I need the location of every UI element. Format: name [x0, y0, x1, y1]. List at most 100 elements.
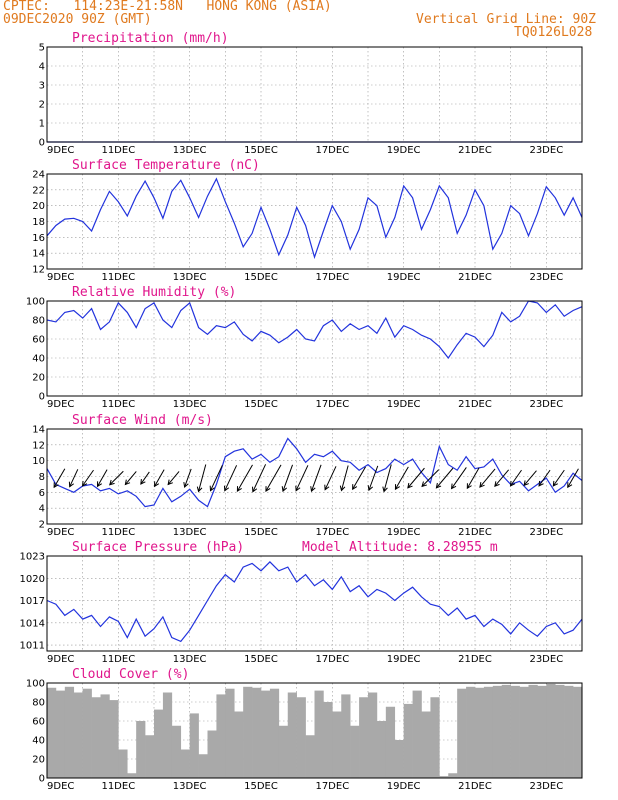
cloud-bar — [412, 690, 422, 778]
pressure-ytick-label: 1011 — [20, 641, 45, 652]
wind-arrowhead — [295, 485, 301, 492]
wind-arrowhead — [310, 486, 316, 493]
cloud-bar — [323, 702, 333, 778]
cloud-bar — [439, 776, 449, 778]
cloud-bar — [305, 735, 315, 778]
cloud-bar — [359, 697, 369, 778]
wind-vector — [324, 466, 337, 490]
wind-ytick-label: 14 — [32, 425, 45, 436]
cloud-bar — [287, 692, 297, 778]
rh-title: Relative Humidity (%) — [72, 285, 236, 300]
cloud-bar — [492, 685, 503, 778]
wind-arrowhead — [567, 482, 573, 489]
pressure-xtick-label: 15DEC — [244, 654, 278, 665]
cloud-bar — [368, 692, 378, 778]
cloud-bar — [269, 688, 280, 778]
cloud-bar — [225, 688, 235, 778]
pressure-series-line — [46, 561, 583, 643]
cloud-bar — [394, 740, 404, 778]
temp-xtick-label: 19DEC — [387, 272, 421, 283]
header-station: CPTEC: 114:23E-21:58N HONG KONG (ASIA) — [3, 0, 332, 14]
cloud-bar — [421, 711, 431, 778]
cloud-bar — [252, 687, 262, 778]
wind-ytick-label: 10 — [32, 456, 45, 467]
wind-vector — [97, 469, 108, 487]
wind-vector — [407, 467, 425, 489]
wind-arrowhead — [394, 484, 400, 491]
wind-vector — [494, 469, 510, 487]
wind-title: Surface Wind (m/s) — [72, 413, 213, 428]
wind-vector — [109, 470, 124, 486]
wind-xtick-label: 17DEC — [315, 527, 349, 538]
precip-title: Precipitation (mm/h) — [72, 31, 229, 46]
wind-arrowhead — [183, 482, 189, 489]
wind-vector — [53, 468, 66, 488]
cloud-xtick-label: 19DEC — [387, 781, 421, 792]
temp-xtick-label: 15DEC — [244, 272, 278, 283]
rh-xtick-label: 15DEC — [244, 399, 278, 410]
wind-vector — [368, 465, 379, 491]
cloud-bar — [207, 730, 217, 778]
precip-ytick-label: 0 — [39, 138, 45, 149]
wind-arrowhead — [154, 481, 160, 488]
wind-arrowhead — [53, 482, 59, 489]
cloud-bar — [154, 709, 164, 778]
temp-xtick-label: 21DEC — [458, 272, 492, 283]
wind-arrowhead — [223, 485, 230, 492]
wind-arrowhead — [81, 480, 88, 487]
cloud-bar — [162, 692, 173, 778]
wind-arrowhead — [236, 486, 242, 492]
wind-vector — [421, 469, 440, 487]
wind-arrowhead — [140, 479, 146, 485]
pressure-xtick-label: 19DEC — [387, 654, 421, 665]
wind-xtick-label: 15DEC — [244, 527, 278, 538]
precip-ytick-label: 4 — [39, 62, 45, 73]
pressure-xtick-label: 13DEC — [173, 654, 207, 665]
cloud-bar — [198, 754, 208, 778]
wind-vector — [451, 467, 467, 489]
wind-vector — [140, 471, 150, 485]
cloud-bar — [537, 685, 547, 778]
wind-vector — [395, 466, 409, 490]
wind-xtick-label: 13DEC — [173, 527, 207, 538]
cloud-bar — [91, 697, 101, 778]
cloud-xtick-label: 21DEC — [458, 781, 492, 792]
precip-ytick-label: 1 — [39, 119, 45, 130]
rh-xtick-label: 13DEC — [173, 399, 207, 410]
cloud-bar — [243, 686, 253, 778]
rh-xtick-label: 9DEC — [47, 399, 74, 410]
pressure-xtick-label: 9DEC — [47, 654, 74, 665]
precip-xtick-label: 13DEC — [173, 145, 207, 156]
cloud-bar — [448, 773, 458, 778]
cloud-bar — [171, 725, 182, 778]
cloud-bar — [100, 694, 110, 778]
wind-vector — [252, 464, 267, 492]
wind-arrowhead — [124, 479, 131, 486]
cloud-bar — [64, 686, 75, 778]
cloud-bar — [118, 749, 128, 778]
cloud-ytick-label: 80 — [32, 698, 45, 709]
cloud-bar — [528, 684, 538, 778]
wind-arrowhead — [265, 486, 271, 492]
cloud-bar — [403, 703, 413, 778]
wind-arrowhead — [538, 480, 544, 487]
wind-arrowhead — [466, 483, 472, 490]
wind-vector — [567, 468, 579, 488]
wind-arrowhead — [324, 484, 330, 491]
cloud-bar — [430, 697, 440, 778]
wind-vector — [311, 464, 322, 492]
wind-vector — [124, 471, 137, 485]
wind-xtick-label: 19DEC — [387, 527, 421, 538]
rh-xtick-label: 11DEC — [101, 399, 135, 410]
cloud-bar — [385, 706, 396, 778]
precip-xtick-label: 19DEC — [387, 145, 421, 156]
precip-xtick-label: 23DEC — [529, 145, 563, 156]
cloud-xtick-label: 11DEC — [101, 781, 135, 792]
wind-arrowhead — [450, 483, 457, 490]
wind-vector — [184, 468, 192, 488]
wind-ytick-label: 6 — [39, 488, 45, 499]
wind-vector — [224, 465, 238, 491]
temp-ytick-label: 16 — [32, 233, 45, 244]
wind-vector — [236, 464, 253, 492]
wind-arrowhead — [109, 479, 115, 486]
